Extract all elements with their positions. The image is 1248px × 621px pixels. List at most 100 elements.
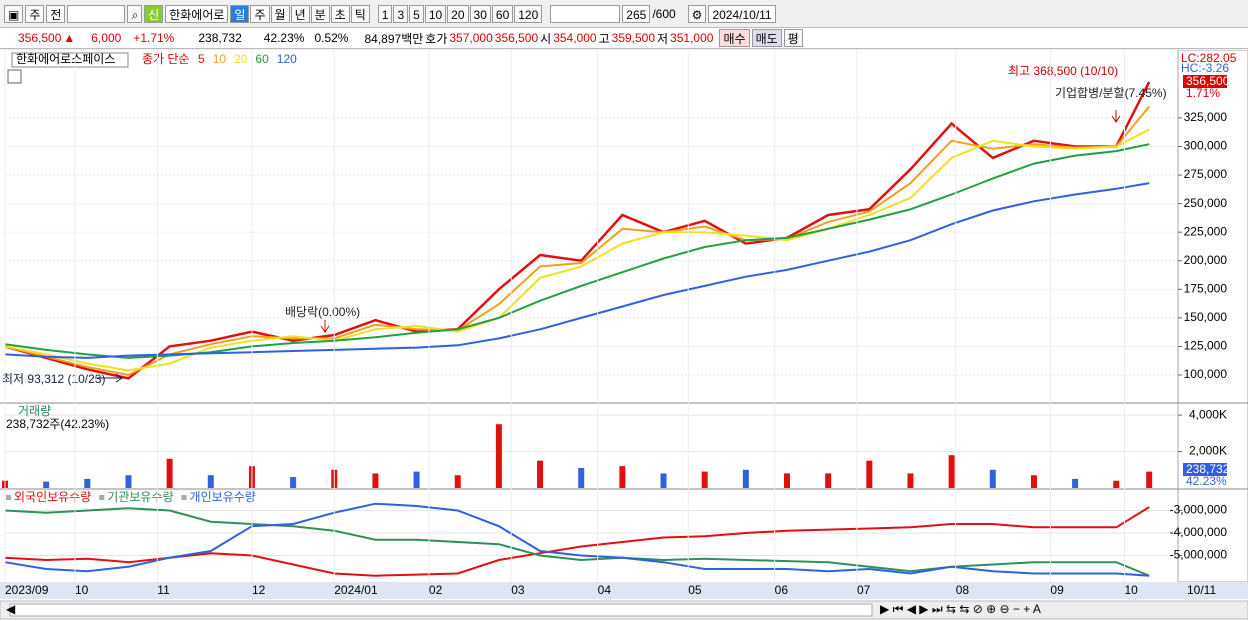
volume-bar [660,473,667,488]
volume-bar [907,473,914,488]
bid: 356,500 [494,31,539,45]
period[interactable]: 틱 [350,4,370,23]
arrow [95,373,123,383]
x-tick-label: 03 [511,583,525,597]
tool[interactable]: ⚙ [687,4,707,23]
date[interactable]: 2024/10/11 [708,4,776,23]
minute[interactable]: 5 [409,4,424,23]
bg [0,50,1248,621]
scroll-track[interactable] [9,603,873,617]
change: 6,000 [91,31,122,45]
minute[interactable]: 1 [377,4,393,23]
volume-bar [372,473,379,488]
x-tick-label: 11 [157,583,170,597]
legend-item: 5 [198,52,205,66]
price-box [1183,75,1227,88]
icon[interactable]: ▣ [4,4,24,23]
annotation: 배당락(0.00%) [285,305,360,319]
legend-swatch [181,495,187,500]
y-tick-label: 125,000 [1184,339,1228,353]
price: 356,500 [18,31,62,45]
period[interactable]: 년 [290,4,310,23]
axis-bg [1177,50,1248,583]
legend-item: 외국인보유수량 [14,490,91,504]
x-tick-label: 12 [252,583,266,597]
volume-bar [866,460,873,488]
amount: 84,897백만 [364,31,424,46]
vol-ratio: 42.23% [263,31,305,45]
minute[interactable]: 60 [491,4,514,23]
market[interactable]: 주 [25,4,45,23]
y-tick-label: 300,000 [1184,139,1228,153]
y-tick-label: 225,000 [1184,224,1228,238]
prev[interactable]: 전 [46,4,66,23]
legend-item: 개인보유수량 [190,490,256,504]
legend-bg [11,52,129,68]
x-tick-label: 10 [75,583,89,597]
sell[interactable]: 매도 [751,29,782,47]
x-tick-label: 02 [429,583,443,597]
volume-bar [619,466,626,488]
legend-title: 종가 단순 [142,52,190,66]
x-tick-label: 06 [775,583,789,597]
max: /600 [652,6,676,21]
period[interactable]: 월 [270,4,290,23]
count[interactable]: 265 [622,4,651,23]
turnover: 0.52% [314,31,349,45]
volume-bar [1030,475,1037,488]
period[interactable]: 주 [250,4,270,23]
x-tick-label: 2024/01 [334,583,378,597]
buy[interactable]: 매수 [719,29,750,47]
y-tick-label: 275,000 [1184,167,1228,181]
volume-bar [825,473,832,488]
icon[interactable] [7,69,22,84]
volume-bar [989,469,996,488]
minute[interactable]: 10 [424,4,447,23]
right-label: 238,732 [1186,462,1230,476]
series-line [4,507,1150,577]
period[interactable]: 일 [230,4,250,23]
volume-bar [537,460,544,488]
x-axis-bg [0,582,1248,599]
x-tick-label: 2023/09 [5,583,49,597]
period[interactable]: 초 [330,4,350,23]
y-tick-label: 150,000 [1184,310,1228,324]
open: 354,000 [553,31,597,45]
vol-box [1183,463,1227,476]
panel-subtitle: 238,732주(42.23%) [6,417,109,431]
y-tick-label: -4,000,000 [1170,525,1228,539]
code-input[interactable]: 012450 [67,4,126,23]
scroll-controls[interactable]: ▶ ⏮ ◀ ▶ ⏭ ⇆ ⇆ ⊘ ⊕ ⊖ − + A [880,602,1041,616]
rate: +1.71% [133,31,175,45]
y-tick-label: 325,000 [1184,110,1228,124]
ask: 357,000 [449,31,493,45]
annotation: 최고 368,500 (10/10) [1008,64,1118,78]
high-label: 고 [598,31,610,46]
volume: 238,732 [198,31,242,45]
legend-item: 60 [255,52,269,66]
minute[interactable]: 30 [469,4,491,23]
search[interactable]: ⌕ [127,4,143,23]
volume-bar [1072,478,1079,488]
low-label: 저 [657,31,669,46]
legend-swatch [99,495,105,500]
stock-name: 한화에어로 [165,4,229,23]
minute[interactable]: 120 [514,4,543,23]
x-tick-label: 08 [956,583,970,597]
volume-bar [43,481,50,488]
low: 351,000 [670,31,714,45]
minute[interactable]: 20 [447,4,469,23]
period[interactable]: 분 [310,4,330,23]
x-tick-label: 04 [598,583,612,597]
volume-bar [84,478,91,488]
scroll-left[interactable]: ◀ [6,602,16,616]
legend-item: 기관보유수량 [107,490,173,504]
right-label: LC:282.05 [1181,51,1237,65]
annotation: 최저 93,312 (10/23) [2,372,105,386]
minute[interactable]: 3 [393,4,409,23]
avg[interactable]: 평 [783,29,803,47]
right-label: HC:-3.26 [1181,61,1229,75]
